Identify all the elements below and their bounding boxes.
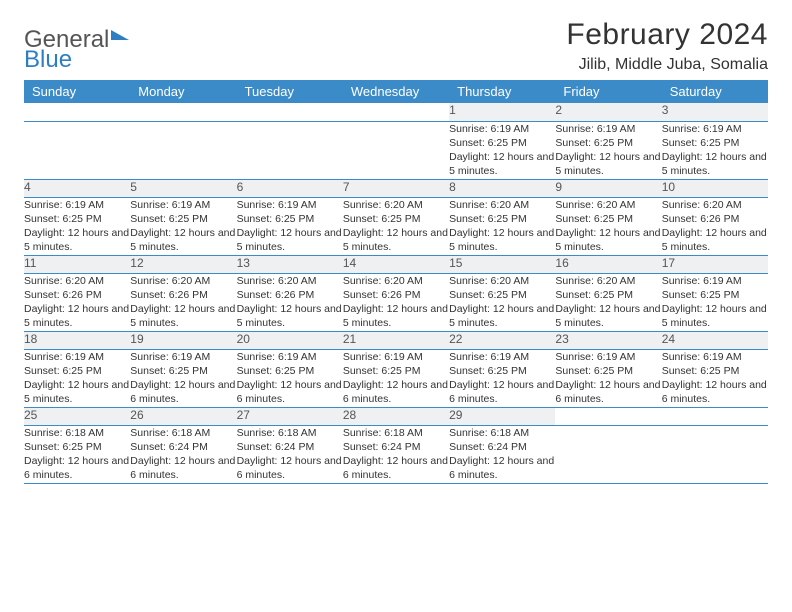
day-number-cell: 15 [449,255,555,273]
day-detail-cell: Sunrise: 6:19 AMSunset: 6:25 PMDaylight:… [662,273,768,331]
day-detail-cell: Sunrise: 6:19 AMSunset: 6:25 PMDaylight:… [449,121,555,179]
day-detail-cell: Sunrise: 6:19 AMSunset: 6:25 PMDaylight:… [130,197,236,255]
day-detail-cell: Sunrise: 6:20 AMSunset: 6:26 PMDaylight:… [237,273,343,331]
day-number-cell: 1 [449,103,555,121]
day-detail-cell: Sunrise: 6:19 AMSunset: 6:25 PMDaylight:… [449,349,555,407]
calendar-body: 123 Sunrise: 6:19 AMSunset: 6:25 PMDayli… [24,103,768,483]
day-number-cell: 19 [130,331,236,349]
day-detail-cell [24,121,130,179]
day-number-cell: 27 [237,407,343,425]
day-detail-cell: Sunrise: 6:18 AMSunset: 6:24 PMDaylight:… [130,425,236,483]
day-detail-cell: Sunrise: 6:20 AMSunset: 6:25 PMDaylight:… [555,273,661,331]
day-number-cell: 16 [555,255,661,273]
day-number-cell: 20 [237,331,343,349]
day-detail-cell: Sunrise: 6:20 AMSunset: 6:25 PMDaylight:… [343,197,449,255]
day-number-cell: 18 [24,331,130,349]
day-number-cell: 11 [24,255,130,273]
weekday-header: Friday [555,80,661,103]
day-detail-cell: Sunrise: 6:19 AMSunset: 6:25 PMDaylight:… [555,349,661,407]
day-detail-cell: Sunrise: 6:19 AMSunset: 6:25 PMDaylight:… [237,349,343,407]
logo-triangle-icon [111,30,129,40]
day-number-cell: 9 [555,179,661,197]
day-detail-cell: Sunrise: 6:20 AMSunset: 6:25 PMDaylight:… [449,197,555,255]
day-detail-cell [555,425,661,483]
title-block: February 2024 Jilib, Middle Juba, Somali… [566,18,768,74]
day-number-cell: 12 [130,255,236,273]
day-number-cell: 22 [449,331,555,349]
day-number-cell [555,407,661,425]
day-number-cell: 25 [24,407,130,425]
day-number-cell: 29 [449,407,555,425]
day-number-cell: 5 [130,179,236,197]
day-detail-cell: Sunrise: 6:18 AMSunset: 6:24 PMDaylight:… [237,425,343,483]
weekday-header: Monday [130,80,236,103]
weekday-header: Wednesday [343,80,449,103]
logo-text-2: Blue [24,46,72,73]
day-number-cell: 21 [343,331,449,349]
day-detail-cell: Sunrise: 6:20 AMSunset: 6:26 PMDaylight:… [130,273,236,331]
day-detail-cell: Sunrise: 6:20 AMSunset: 6:26 PMDaylight:… [662,197,768,255]
day-number-cell [237,103,343,121]
calendar-header-row: SundayMondayTuesdayWednesdayThursdayFrid… [24,80,768,103]
day-number-cell: 24 [662,331,768,349]
day-detail-cell: Sunrise: 6:19 AMSunset: 6:25 PMDaylight:… [662,121,768,179]
day-number-cell: 23 [555,331,661,349]
day-detail-cell: Sunrise: 6:19 AMSunset: 6:25 PMDaylight:… [237,197,343,255]
day-detail-cell: Sunrise: 6:19 AMSunset: 6:25 PMDaylight:… [555,121,661,179]
day-detail-cell: Sunrise: 6:19 AMSunset: 6:25 PMDaylight:… [343,349,449,407]
day-number-cell: 6 [237,179,343,197]
day-detail-cell: Sunrise: 6:20 AMSunset: 6:26 PMDaylight:… [343,273,449,331]
day-detail-cell [237,121,343,179]
day-number-cell: 28 [343,407,449,425]
day-detail-cell: Sunrise: 6:18 AMSunset: 6:24 PMDaylight:… [449,425,555,483]
day-detail-cell: Sunrise: 6:19 AMSunset: 6:25 PMDaylight:… [24,197,130,255]
day-detail-cell [343,121,449,179]
day-detail-cell: Sunrise: 6:19 AMSunset: 6:25 PMDaylight:… [130,349,236,407]
day-detail-cell [662,425,768,483]
day-detail-cell: Sunrise: 6:19 AMSunset: 6:25 PMDaylight:… [662,349,768,407]
day-number-cell: 3 [662,103,768,121]
day-number-cell [24,103,130,121]
day-number-cell [130,103,236,121]
day-number-cell: 4 [24,179,130,197]
day-number-cell: 13 [237,255,343,273]
day-number-cell: 8 [449,179,555,197]
logo-line2: Blue [24,46,72,74]
day-number-cell: 26 [130,407,236,425]
weekday-header: Tuesday [237,80,343,103]
page-title: February 2024 [566,18,768,52]
header: General February 2024 Jilib, Middle Juba… [24,18,768,74]
location-subtitle: Jilib, Middle Juba, Somalia [566,56,768,74]
day-number-cell: 14 [343,255,449,273]
day-detail-cell: Sunrise: 6:20 AMSunset: 6:25 PMDaylight:… [449,273,555,331]
day-detail-cell: Sunrise: 6:18 AMSunset: 6:25 PMDaylight:… [24,425,130,483]
day-number-cell: 7 [343,179,449,197]
day-detail-cell: Sunrise: 6:20 AMSunset: 6:26 PMDaylight:… [24,273,130,331]
day-detail-cell [130,121,236,179]
weekday-header: Thursday [449,80,555,103]
day-detail-cell: Sunrise: 6:20 AMSunset: 6:25 PMDaylight:… [555,197,661,255]
day-number-cell: 2 [555,103,661,121]
day-detail-cell: Sunrise: 6:18 AMSunset: 6:24 PMDaylight:… [343,425,449,483]
day-detail-cell: Sunrise: 6:19 AMSunset: 6:25 PMDaylight:… [24,349,130,407]
day-number-cell [662,407,768,425]
weekday-header: Sunday [24,80,130,103]
day-number-cell: 17 [662,255,768,273]
calendar-table: SundayMondayTuesdayWednesdayThursdayFrid… [24,80,768,484]
weekday-header: Saturday [662,80,768,103]
day-number-cell [343,103,449,121]
day-number-cell: 10 [662,179,768,197]
